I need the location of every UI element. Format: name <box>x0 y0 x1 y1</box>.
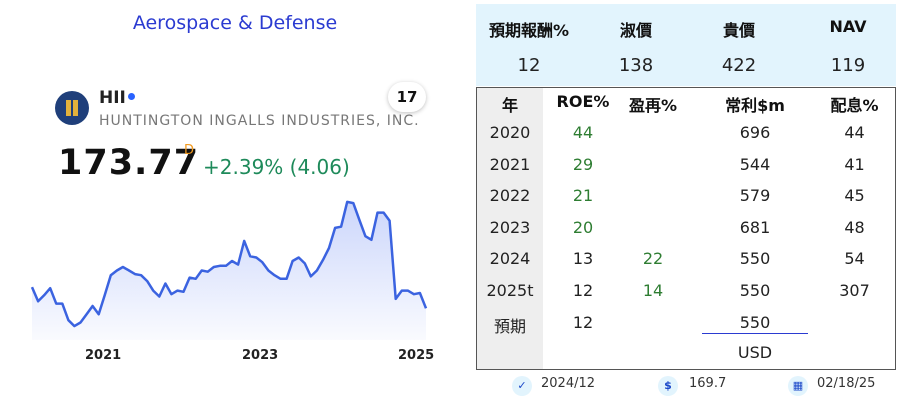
table-cell-year: 2021 <box>489 154 531 174</box>
table-cell-roe: 12 <box>572 312 594 332</box>
financials-table: USD 年 ROE% 盈再% 常利$m 配息% 2020 44 696 44 2021 29 544 4… <box>476 87 896 370</box>
table-cell-earnings: 550 <box>739 281 771 300</box>
table-cell-payout: 307 <box>839 281 870 300</box>
price-line <box>30 200 428 328</box>
table-cell-payout: 45 <box>844 186 865 206</box>
x-tick-label: 2023 <box>242 348 279 363</box>
price-delay-marker: D <box>184 143 195 158</box>
table-cell-earnings: 579 <box>739 186 771 206</box>
header-year: 年 <box>501 96 518 115</box>
table-cell-roe: 12 <box>572 281 594 300</box>
table-cell-earnings: 550 <box>739 249 771 269</box>
table-cell-payout: 54 <box>844 249 865 269</box>
expected-return-label: 預期報酬% <box>488 21 570 40</box>
table-cell-year: 預期 <box>493 316 526 336</box>
table-cell-year: 2025t <box>486 281 534 300</box>
x-tick-label: 2021 <box>85 348 122 363</box>
sector-title: Aerospace & Defense <box>132 12 338 34</box>
header-earnings: 常利$m <box>725 96 785 115</box>
tradingview-logo-button[interactable]: 17 <box>388 82 426 112</box>
stock-price: 173.77 <box>58 143 200 183</box>
price-chart[interactable] <box>30 190 430 340</box>
table-cell-earnings: 681 <box>739 217 771 237</box>
cheap-price-label: 淑價 <box>619 21 652 40</box>
x-tick-label: 2025 <box>398 348 435 363</box>
table-cell-payout: 48 <box>844 217 865 237</box>
table-cell-payout: 41 <box>844 154 865 174</box>
company-name: HUNTINGTON INGALLS INDUSTRIES, INC. <box>99 113 420 129</box>
expected-return-value: 12 <box>517 55 541 76</box>
table-cell-year: 2022 <box>489 186 531 206</box>
table-cell-year: 2023 <box>489 217 531 237</box>
table-cell-roe: 13 <box>572 249 594 269</box>
cheap-price-value: 138 <box>618 55 654 76</box>
table-cell-earnings: 550 <box>739 312 771 332</box>
expensive-price-label: 貴價 <box>722 21 755 40</box>
price-change: +2.39% (4.06) <box>203 155 350 179</box>
year-column-bg <box>477 88 543 369</box>
company-logo <box>55 91 89 125</box>
report-period: 2024/12 <box>541 376 596 391</box>
header-reinvest: 盈再% <box>628 96 678 115</box>
reference-price: 169.7 <box>689 376 727 391</box>
table-cell-earnings: 696 <box>739 123 771 142</box>
table-cell-year: 2024 <box>489 249 531 269</box>
update-date: 02/18/25 <box>817 376 876 391</box>
header-roe: ROE% <box>556 92 610 111</box>
table-cell-payout: 44 <box>844 123 865 142</box>
price-area-fill <box>32 201 426 340</box>
stock-panel: Aerospace & Defense HII HUNTINGTON INGAL… <box>30 12 435 363</box>
table-cell-roe: 20 <box>572 217 594 237</box>
header-payout: 配息% <box>830 96 879 115</box>
table-cell-reinvest: 22 <box>642 249 664 269</box>
expensive-price-value: 422 <box>721 55 757 76</box>
unit-label: USD <box>737 343 773 362</box>
table-cell-earnings: 544 <box>739 154 771 174</box>
ticker-symbol[interactable]: HII <box>99 88 126 108</box>
market-status-dot <box>128 93 135 100</box>
total-underline <box>702 333 808 334</box>
nav-value: 119 <box>830 55 866 76</box>
dollar-icon: $ <box>658 376 678 396</box>
table-cell-roe: 29 <box>572 154 594 174</box>
valuation-header: 預期報酬% 淑價 貴價 NAV 12 138 422 119 <box>476 4 896 86</box>
table-cell-reinvest: 14 <box>642 281 664 300</box>
calendar-icon: ▦ <box>788 376 808 396</box>
table-cell-roe: 21 <box>572 186 594 206</box>
nav-label: NAV <box>829 17 867 36</box>
table-cell-year: 2020 <box>489 123 531 142</box>
report-icon: ✓ <box>512 376 532 396</box>
table-cell-roe: 44 <box>572 123 594 142</box>
